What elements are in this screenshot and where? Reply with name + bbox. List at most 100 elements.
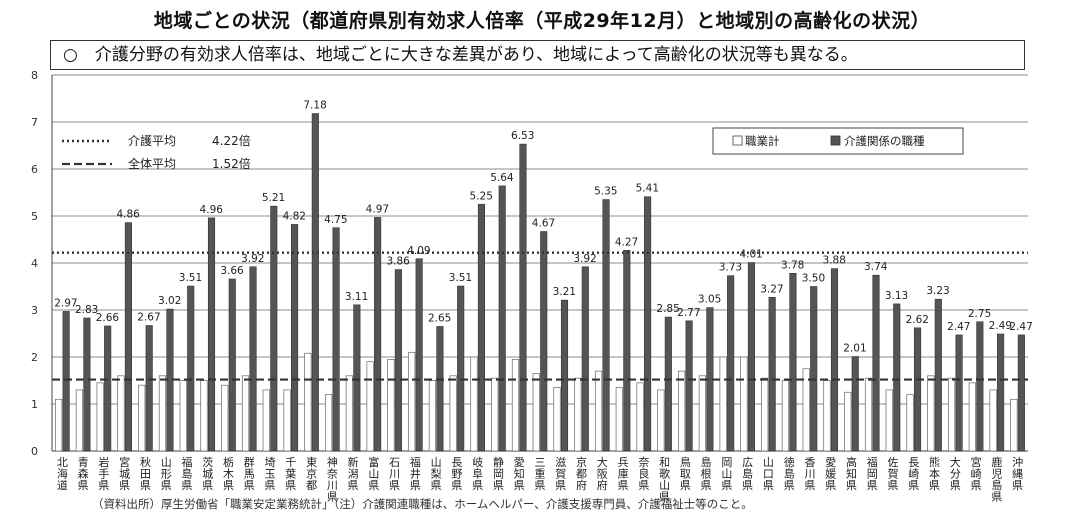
bar-total-jobs: [511, 359, 520, 452]
bar-care-jobs: [976, 321, 984, 452]
data-label: 4.86: [116, 209, 140, 221]
bar-care-jobs: [519, 143, 527, 452]
x-tick-char: 県: [659, 491, 670, 504]
data-label: 3.27: [760, 283, 783, 295]
x-tick-label: 静岡県: [493, 455, 504, 492]
data-label: 2.77: [677, 307, 700, 319]
x-tick-char: 山: [431, 456, 442, 469]
x-tick-label: 鳥取県: [680, 455, 691, 492]
x-tick-char: 山: [161, 456, 172, 469]
x-tick-char: 県: [389, 479, 400, 492]
x-tick-char: 県: [285, 479, 296, 492]
x-tick-char: 県: [265, 479, 276, 492]
x-tick-char: 香: [804, 456, 815, 469]
bar-care-jobs: [1017, 334, 1025, 452]
x-tick-label: 群馬県: [244, 455, 255, 492]
bar-care-jobs: [934, 298, 942, 452]
data-label: 7.18: [303, 100, 326, 112]
data-label: 5.21: [262, 192, 285, 204]
data-label: 2.97: [54, 297, 77, 309]
bar-care-jobs: [394, 269, 402, 452]
bar-care-jobs: [685, 320, 693, 452]
x-tick-label: 千葉県: [285, 456, 296, 492]
bar-care-jobs: [498, 185, 506, 452]
bar-care-jobs: [747, 262, 755, 452]
x-tick-char: 大: [950, 455, 961, 469]
x-tick-char: 都: [576, 468, 587, 481]
bar-care-jobs: [789, 273, 797, 452]
bar-care-jobs: [374, 217, 382, 452]
x-tick-char: 県: [763, 479, 774, 492]
x-tick-char: 木: [223, 468, 234, 481]
data-label: 4.27: [615, 236, 638, 248]
x-tick-char: 県: [202, 479, 213, 492]
data-label: 4.01: [739, 249, 762, 261]
data-label: 2.75: [968, 308, 991, 320]
x-tick-char: 県: [161, 479, 172, 492]
bar-care-jobs: [436, 326, 444, 452]
y-tick-label: 0: [31, 445, 38, 458]
data-label: 2.01: [843, 343, 866, 355]
bar-care-jobs: [540, 231, 548, 452]
x-tick-label: 岐阜県: [472, 456, 483, 492]
bar-care-jobs: [664, 316, 672, 452]
x-tick-char: 静: [493, 455, 504, 469]
reference-key-name: 全体平均: [128, 156, 176, 171]
bar-total-jobs: [345, 375, 353, 452]
x-tick-label: 福島県: [181, 455, 192, 492]
x-tick-label: 石川県: [389, 456, 400, 492]
x-tick-char: 県: [451, 479, 462, 492]
bar-total-jobs: [906, 394, 914, 452]
x-tick-char: 島: [701, 455, 712, 469]
bar-care-jobs: [830, 268, 839, 452]
x-tick-char: 良: [638, 467, 649, 481]
data-label: 3.51: [179, 272, 202, 284]
bar-care-jobs: [228, 278, 236, 452]
x-tick-label: 山形県: [161, 456, 172, 492]
x-tick-char: 県: [929, 479, 940, 492]
x-tick-label: 鹿児島県: [991, 455, 1002, 504]
chart-title: 地域ごとの状況（都道府県別有効求人倍率（平成29年12月）と地域別の高齢化の状況…: [153, 10, 931, 32]
bar-total-jobs: [55, 398, 63, 452]
y-tick-label: 4: [31, 257, 38, 270]
x-tick-label: 三重県: [535, 456, 546, 492]
data-label: 3.05: [698, 294, 721, 306]
bar-care-jobs: [955, 334, 963, 452]
data-label: 5.41: [636, 183, 659, 195]
reference-lines: [52, 251, 1028, 381]
x-tick-char: 県: [825, 479, 836, 492]
bar-care-jobs: [207, 217, 216, 452]
x-tick-label: 熊本県: [929, 455, 940, 492]
x-tick-char: 県: [784, 479, 795, 492]
x-tick-char: 海: [57, 467, 68, 481]
data-label: 2.66: [96, 312, 120, 324]
bar-total-jobs: [781, 380, 790, 452]
x-tick-char: 埼: [265, 455, 276, 469]
data-label: 4.97: [366, 203, 389, 215]
data-label: 5.35: [594, 186, 617, 198]
x-tick-label: 長野県: [451, 456, 462, 492]
bar-total-jobs: [553, 387, 561, 452]
x-tick-char: 梨: [431, 467, 442, 481]
data-label: 5.25: [470, 190, 493, 202]
data-label: 2.85: [656, 303, 679, 315]
bar-total-jobs: [96, 382, 104, 452]
x-tick-char: 県: [181, 479, 192, 492]
bar-total-jobs: [200, 380, 208, 452]
x-tick-label: 広島県: [742, 456, 753, 492]
x-tick-char: 阪: [597, 467, 608, 481]
x-tick-char: 青: [78, 456, 89, 469]
bar-total-jobs: [574, 377, 582, 452]
bar-care-jobs: [727, 275, 735, 452]
bar-total-jobs: [428, 380, 437, 452]
x-tick-label: 佐賀県: [888, 455, 899, 492]
bar-care-jobs: [270, 205, 278, 452]
x-tick-char: 県: [410, 479, 421, 492]
x-tick-char: 山: [368, 468, 379, 481]
legend: 職業計 介護関係の職種: [712, 127, 964, 155]
bar-care-jobs: [893, 303, 901, 452]
bar-care-jobs: [581, 266, 589, 452]
bar-total-jobs: [885, 389, 893, 452]
x-tick-char: 県: [78, 479, 89, 492]
bar-total-jobs: [366, 361, 374, 452]
